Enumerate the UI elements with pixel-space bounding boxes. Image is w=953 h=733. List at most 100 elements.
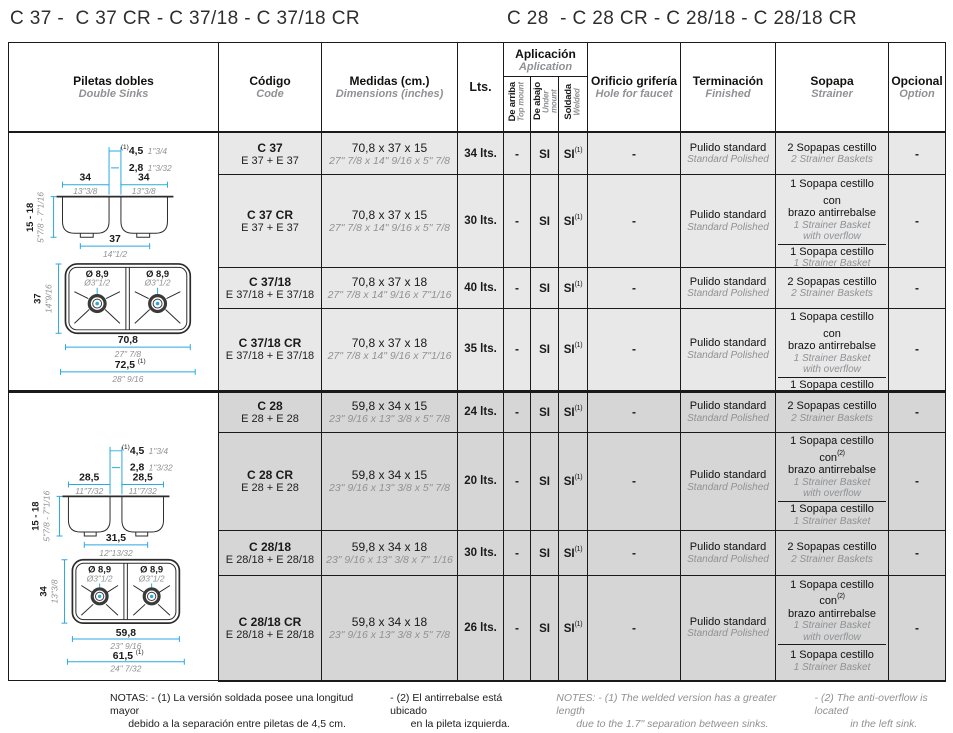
cell-welded: SI(1) <box>557 530 589 576</box>
cell-top-mount: - <box>503 431 531 532</box>
cell-welded: SI(1) <box>557 307 589 393</box>
strainer-basket: 1 Sopapa cestillo 1 Strainer Basket <box>790 378 874 391</box>
table-row-c28cr: C 28 CR E 28 + E 28 59,8 x 34 x 15 23" 9/1… <box>9 431 947 532</box>
dim-depth-cm: 15 - 18 <box>30 502 41 531</box>
cell-code: C 37 E 37 + E 37 <box>218 131 322 176</box>
dim-length2-cm: 72,5 <box>115 360 135 371</box>
table-row-c3718cr: C 37/18 CR E 37/18 + E 37/18 70,8 x 37 x … <box>9 307 947 393</box>
cell-top-mount: - <box>503 174 531 268</box>
header-piletas-en: Double Sinks <box>78 88 149 100</box>
dim-bowl-right-cm: 28,5 <box>133 473 153 484</box>
dim-bowl-left-cm: 28,5 <box>79 473 99 484</box>
notes: NOTAS: - (1) La versión soldada posee un… <box>110 692 953 731</box>
table-row-c2818cr: C 28/18 CR E 28/18 + E 28/18 59,8 x 34 x … <box>9 574 947 682</box>
strainer-with-overflow: 1 Sopapa cestillo con(2) brazo antirreba… <box>778 578 887 646</box>
cell-liters: 30 lts. <box>457 174 504 268</box>
spec-table: Piletas dobles Double Sinks Código Code … <box>8 42 947 682</box>
cell-finish: Pulido standard Standard Polished <box>680 431 777 532</box>
dim-length2-sup: (1) <box>136 649 144 656</box>
cell-dimensions: 59,8 x 34 x 15 23" 9/16 x 13" 3/8 x 5" 7/… <box>321 431 458 532</box>
note-en-2: - (2) The anti-overflow is located in th… <box>814 691 928 730</box>
cell-option: - <box>888 530 947 576</box>
dim-base-cm: 31,5 <box>106 533 126 544</box>
cell-dimensions: 70,8 x 37 x 15 27" 7/8 x 14" 9/16 x 5" 7/… <box>321 131 458 176</box>
cell-strainer: 2 Sopapas cestillo 2 Strainer Baskets <box>775 266 890 309</box>
cell-hole-for-faucet: - <box>587 307 682 393</box>
drawing-cell-c28: (1) 4,5 1"3/4 2,8 1"3/32 28,5 28,5 11"7/… <box>8 390 219 681</box>
cell-option: - <box>888 431 947 532</box>
dim-bowl-left-in: 11"7/32 <box>75 486 103 496</box>
cell-strainer-split: 1 Sopapa cestillo con(2) brazo antirreba… <box>775 574 890 682</box>
dim-drain-left-cm: Ø 8,9 <box>88 564 111 575</box>
dim-length-in: 23" 9/16 <box>109 641 141 651</box>
cell-under-mount: SI <box>530 390 559 433</box>
cell-finish: Pulido standard Standard Polished <box>680 390 777 433</box>
dim-drain-right-in: Ø3"1/2 <box>144 278 171 288</box>
cell-code: C 28/18 CR E 28/18 + E 28/18 <box>218 574 322 682</box>
header-codigo: Código Code <box>218 42 322 133</box>
cell-top-mount: - <box>503 266 531 309</box>
series-title-c28: C 28 - C 28 CR - C 28/18 - C 28/18 CR <box>507 8 857 29</box>
cell-hole-for-faucet: - <box>587 574 682 682</box>
cell-code: C 37/18 CR E 37/18 + E 37/18 <box>218 307 322 393</box>
header-piletas: Piletas dobles Double Sinks <box>8 42 219 133</box>
cell-under-mount: SI <box>530 431 559 532</box>
cell-welded: SI(1) <box>557 431 589 532</box>
cell-option: - <box>888 307 947 393</box>
cell-welded: SI(1) <box>557 266 589 309</box>
sink-drawing-c37-svg: (1) 4,5 1"3/4 2,8 1"3/32 34 34 13"3/8 13… <box>24 144 196 384</box>
cell-welded: SI(1) <box>557 131 589 176</box>
dim-length2-in: 28" 9/16 <box>111 374 143 384</box>
sink-drawing-c28-svg: (1) 4,5 1"3/4 2,8 1"3/32 28,5 28,5 11"7/… <box>30 444 185 674</box>
cell-welded: SI(1) <box>557 574 589 682</box>
cell-under-mount: SI <box>530 266 559 309</box>
cell-strainer-split: 1 Sopapa cestillo con brazo antirrebalse… <box>775 307 890 393</box>
cell-option: - <box>888 574 947 682</box>
cell-finish: Pulido standard Standard Polished <box>680 131 777 176</box>
cell-under-mount: SI <box>530 174 559 268</box>
series-titles: C 37 - C 37 CR - C 37/18 - C 37/18 CR C … <box>10 8 953 30</box>
dim-bowl-right-in: 11"7/32 <box>129 486 157 496</box>
header-aplicacion: Aplicación Aplication <box>502 42 589 77</box>
header-opcional: Opcional Option <box>888 42 947 133</box>
table-row-c28: (1) 4,5 1"3/4 2,8 1"3/32 28,5 28,5 11"7/… <box>8 390 947 681</box>
cell-liters: 35 lts. <box>457 307 504 393</box>
cell-option: - <box>888 174 947 268</box>
cell-hole-for-faucet: - <box>587 530 682 576</box>
cell-welded: SI(1) <box>557 390 589 433</box>
cell-liters: 34 lts. <box>457 131 504 176</box>
dim-gap1-in: 1"3/4 <box>148 146 168 156</box>
cell-option: - <box>888 390 947 433</box>
dim-bowl-right-in: 13"3/8 <box>132 186 156 196</box>
dim-drain-right-cm: Ø 8,9 <box>146 268 169 279</box>
header-medidas: Medidas (cm.) Dimensions (inches) <box>321 42 458 133</box>
cell-under-mount: SI <box>530 574 559 682</box>
note-es-1: NOTAS: - (1) La versión soldada posee un… <box>110 691 354 730</box>
dim-base-in: 14"1/2 <box>103 249 127 259</box>
cell-dimensions: 59,8 x 34 x 15 23" 9/16 x 13" 3/8 x 5" 7/… <box>321 390 458 433</box>
drawing-cell-c37: (1) 4,5 1"3/4 2,8 1"3/32 34 34 13"3/8 13… <box>8 131 219 392</box>
cell-welded: SI(1) <box>557 174 589 268</box>
dim-length-cm: 70,8 <box>118 335 138 346</box>
cell-dimensions: 70,8 x 37 x 18 27" 7/8 x 14" 9/16 x 7"1/1… <box>321 266 458 309</box>
cell-dimensions: 59,8 x 34 x 18 23" 9/16 x 13" 3/8 x 7" 1/… <box>321 530 458 576</box>
note-en-1: NOTES: - (1) The welded version has a gr… <box>556 691 777 730</box>
cell-finish: Pulido standard Standard Polished <box>680 530 777 576</box>
header-welded: Soldada Welded <box>557 76 589 133</box>
strainer-basket: 1 Sopapa cestillo 1 Strainer Basket <box>790 503 874 527</box>
cell-finish: Pulido standard Standard Polished <box>680 574 777 682</box>
strainer-with-overflow: 1 Sopapa cestillo con brazo antirrebalse… <box>778 310 887 378</box>
cell-liters: 40 lts. <box>457 266 504 309</box>
header-terminacion: Terminación Finished <box>680 42 777 133</box>
cell-hole-for-faucet: - <box>587 131 682 176</box>
header-top-mount: De arriba Top mount <box>503 76 531 133</box>
cell-finish: Pulido standard Standard Polished <box>680 174 777 268</box>
cell-code: C 28 E 28 + E 28 <box>218 390 322 433</box>
cell-liters: 30 lts. <box>457 530 504 576</box>
strainer-with-overflow: 1 Sopapa cestillo con(2) brazo antirreba… <box>778 434 887 502</box>
dim-gap1-sup: (1) <box>121 144 129 151</box>
dim-base-cm: 37 <box>109 234 121 245</box>
dim-gap2-cm: 2,8 <box>130 463 145 474</box>
header-lts: Lts. <box>457 42 504 133</box>
